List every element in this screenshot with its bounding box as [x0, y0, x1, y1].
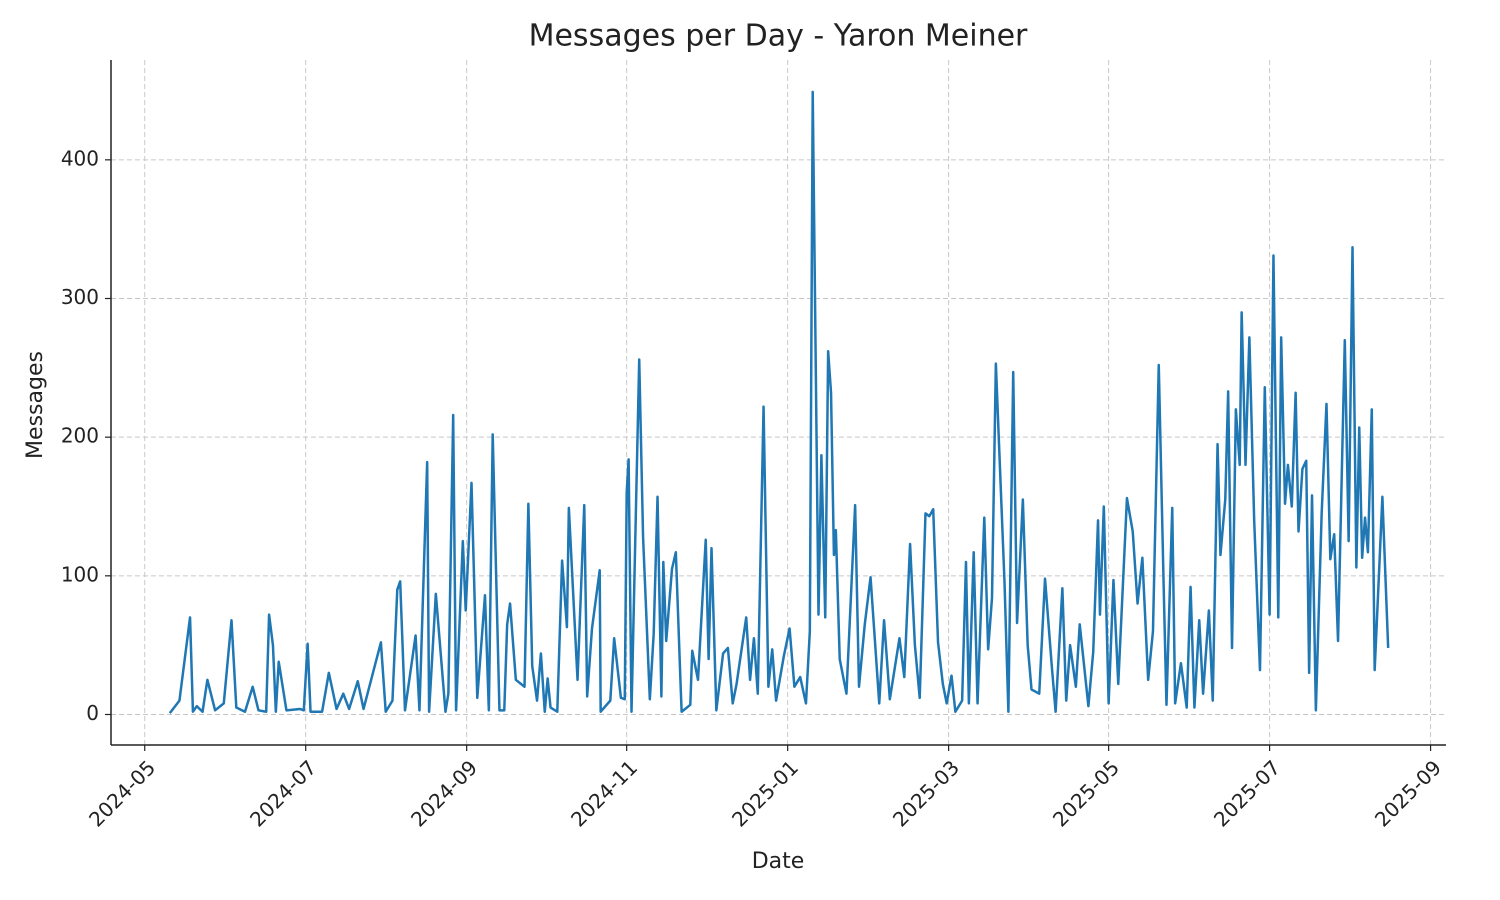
- x-tick-label: 2024-07: [245, 755, 321, 831]
- x-axis-label: Date: [752, 849, 805, 874]
- y-tick-label: 0: [86, 701, 99, 725]
- x-tick-label: 2025-03: [888, 755, 964, 831]
- data-line: [168, 90, 1390, 714]
- x-tick-label: 2024-09: [406, 755, 482, 831]
- y-tick-label: 200: [61, 424, 99, 448]
- x-tick-label: 2025-01: [727, 755, 803, 831]
- y-tick-label: 100: [61, 562, 99, 586]
- x-tick-label: 2024-05: [84, 755, 160, 831]
- x-tick-label: 2025-05: [1048, 755, 1124, 831]
- x-tick-label: 2024-11: [566, 755, 642, 831]
- chart-title: Messages per Day - Yaron Meiner: [529, 19, 1028, 54]
- y-tick-label: 400: [61, 146, 99, 170]
- x-tick-label: 2025-09: [1370, 755, 1446, 831]
- y-tick-label: 300: [61, 285, 99, 309]
- x-tick-label: 2025-07: [1209, 755, 1285, 831]
- y-axis-label: Messages: [23, 351, 48, 459]
